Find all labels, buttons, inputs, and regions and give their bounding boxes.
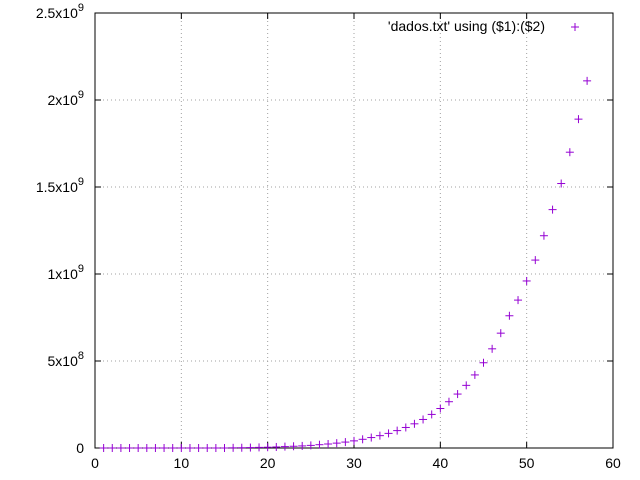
x-tick-label: 30 <box>346 455 362 471</box>
data-point <box>185 444 194 452</box>
data-point <box>134 444 143 452</box>
data-point <box>358 435 367 444</box>
data-point <box>151 444 160 452</box>
data-point <box>203 444 212 452</box>
data-points <box>99 76 592 452</box>
data-point <box>220 444 229 452</box>
y-axis-tick-labels: 0 5x108 1x109 1.5x109 2x109 2.5x109 <box>36 2 84 456</box>
grid <box>95 13 613 448</box>
data-point <box>470 370 479 379</box>
data-point <box>462 381 471 390</box>
data-point <box>427 410 436 419</box>
data-point <box>194 444 203 452</box>
data-point <box>548 205 557 214</box>
x-tick-label: 10 <box>174 455 190 471</box>
data-point <box>514 296 523 305</box>
data-point <box>375 431 384 440</box>
legend: 'dados.txt' using ($1):($2) <box>388 18 579 34</box>
data-point <box>531 256 540 265</box>
plot-frame <box>94 12 614 449</box>
data-point <box>453 390 462 399</box>
legend-marker <box>571 23 579 31</box>
data-point <box>522 276 531 285</box>
data-point <box>125 444 134 452</box>
data-point <box>488 344 497 353</box>
x-tick-label: 60 <box>605 455 621 471</box>
data-point <box>229 443 238 452</box>
data-point <box>574 115 583 124</box>
data-point <box>108 444 117 452</box>
data-point <box>324 439 333 448</box>
data-point <box>289 442 298 451</box>
data-point <box>246 443 255 452</box>
data-point <box>384 429 393 438</box>
data-point <box>505 311 514 320</box>
data-point <box>583 76 592 85</box>
data-point <box>367 433 376 442</box>
x-tick-label: 20 <box>260 455 276 471</box>
y-tick-label: 2.5x109 <box>36 2 84 21</box>
data-point <box>211 444 220 452</box>
data-point <box>177 444 186 452</box>
data-point <box>341 438 350 447</box>
data-point <box>557 179 566 188</box>
y-tick-label: 0 <box>76 440 84 456</box>
data-point <box>298 441 307 450</box>
data-point <box>350 436 358 445</box>
data-point <box>393 426 402 435</box>
data-point <box>444 397 453 406</box>
data-point <box>410 419 419 428</box>
data-point <box>565 148 574 157</box>
data-point <box>479 358 488 367</box>
data-point <box>160 444 169 452</box>
data-point <box>272 442 281 451</box>
data-point <box>116 444 125 452</box>
x-axis-tick-labels: 0 10 20 30 40 50 60 <box>91 455 621 471</box>
data-point <box>99 444 108 452</box>
data-point <box>280 442 289 451</box>
data-point <box>401 423 410 432</box>
legend-entry-label: 'dados.txt' using ($1):($2) <box>388 18 545 34</box>
x-tick-label: 40 <box>433 455 449 471</box>
data-point <box>263 443 272 452</box>
y-tick-label: 2x109 <box>48 89 84 108</box>
data-point <box>255 443 264 452</box>
y-tick-label: 1x109 <box>48 263 84 282</box>
data-point <box>306 441 315 450</box>
data-point <box>496 329 505 338</box>
y-tick-label: 5x108 <box>48 350 84 369</box>
data-point <box>332 439 341 448</box>
data-point <box>315 440 324 449</box>
data-point <box>168 444 177 452</box>
data-point <box>237 443 246 452</box>
data-point <box>142 444 151 452</box>
data-point <box>419 415 428 424</box>
axis-ticks <box>94 12 614 449</box>
y-tick-label: 1.5x109 <box>36 176 84 195</box>
x-tick-label: 50 <box>519 455 535 471</box>
data-point <box>436 404 445 413</box>
x-tick-label: 0 <box>91 455 99 471</box>
data-point <box>539 231 548 240</box>
